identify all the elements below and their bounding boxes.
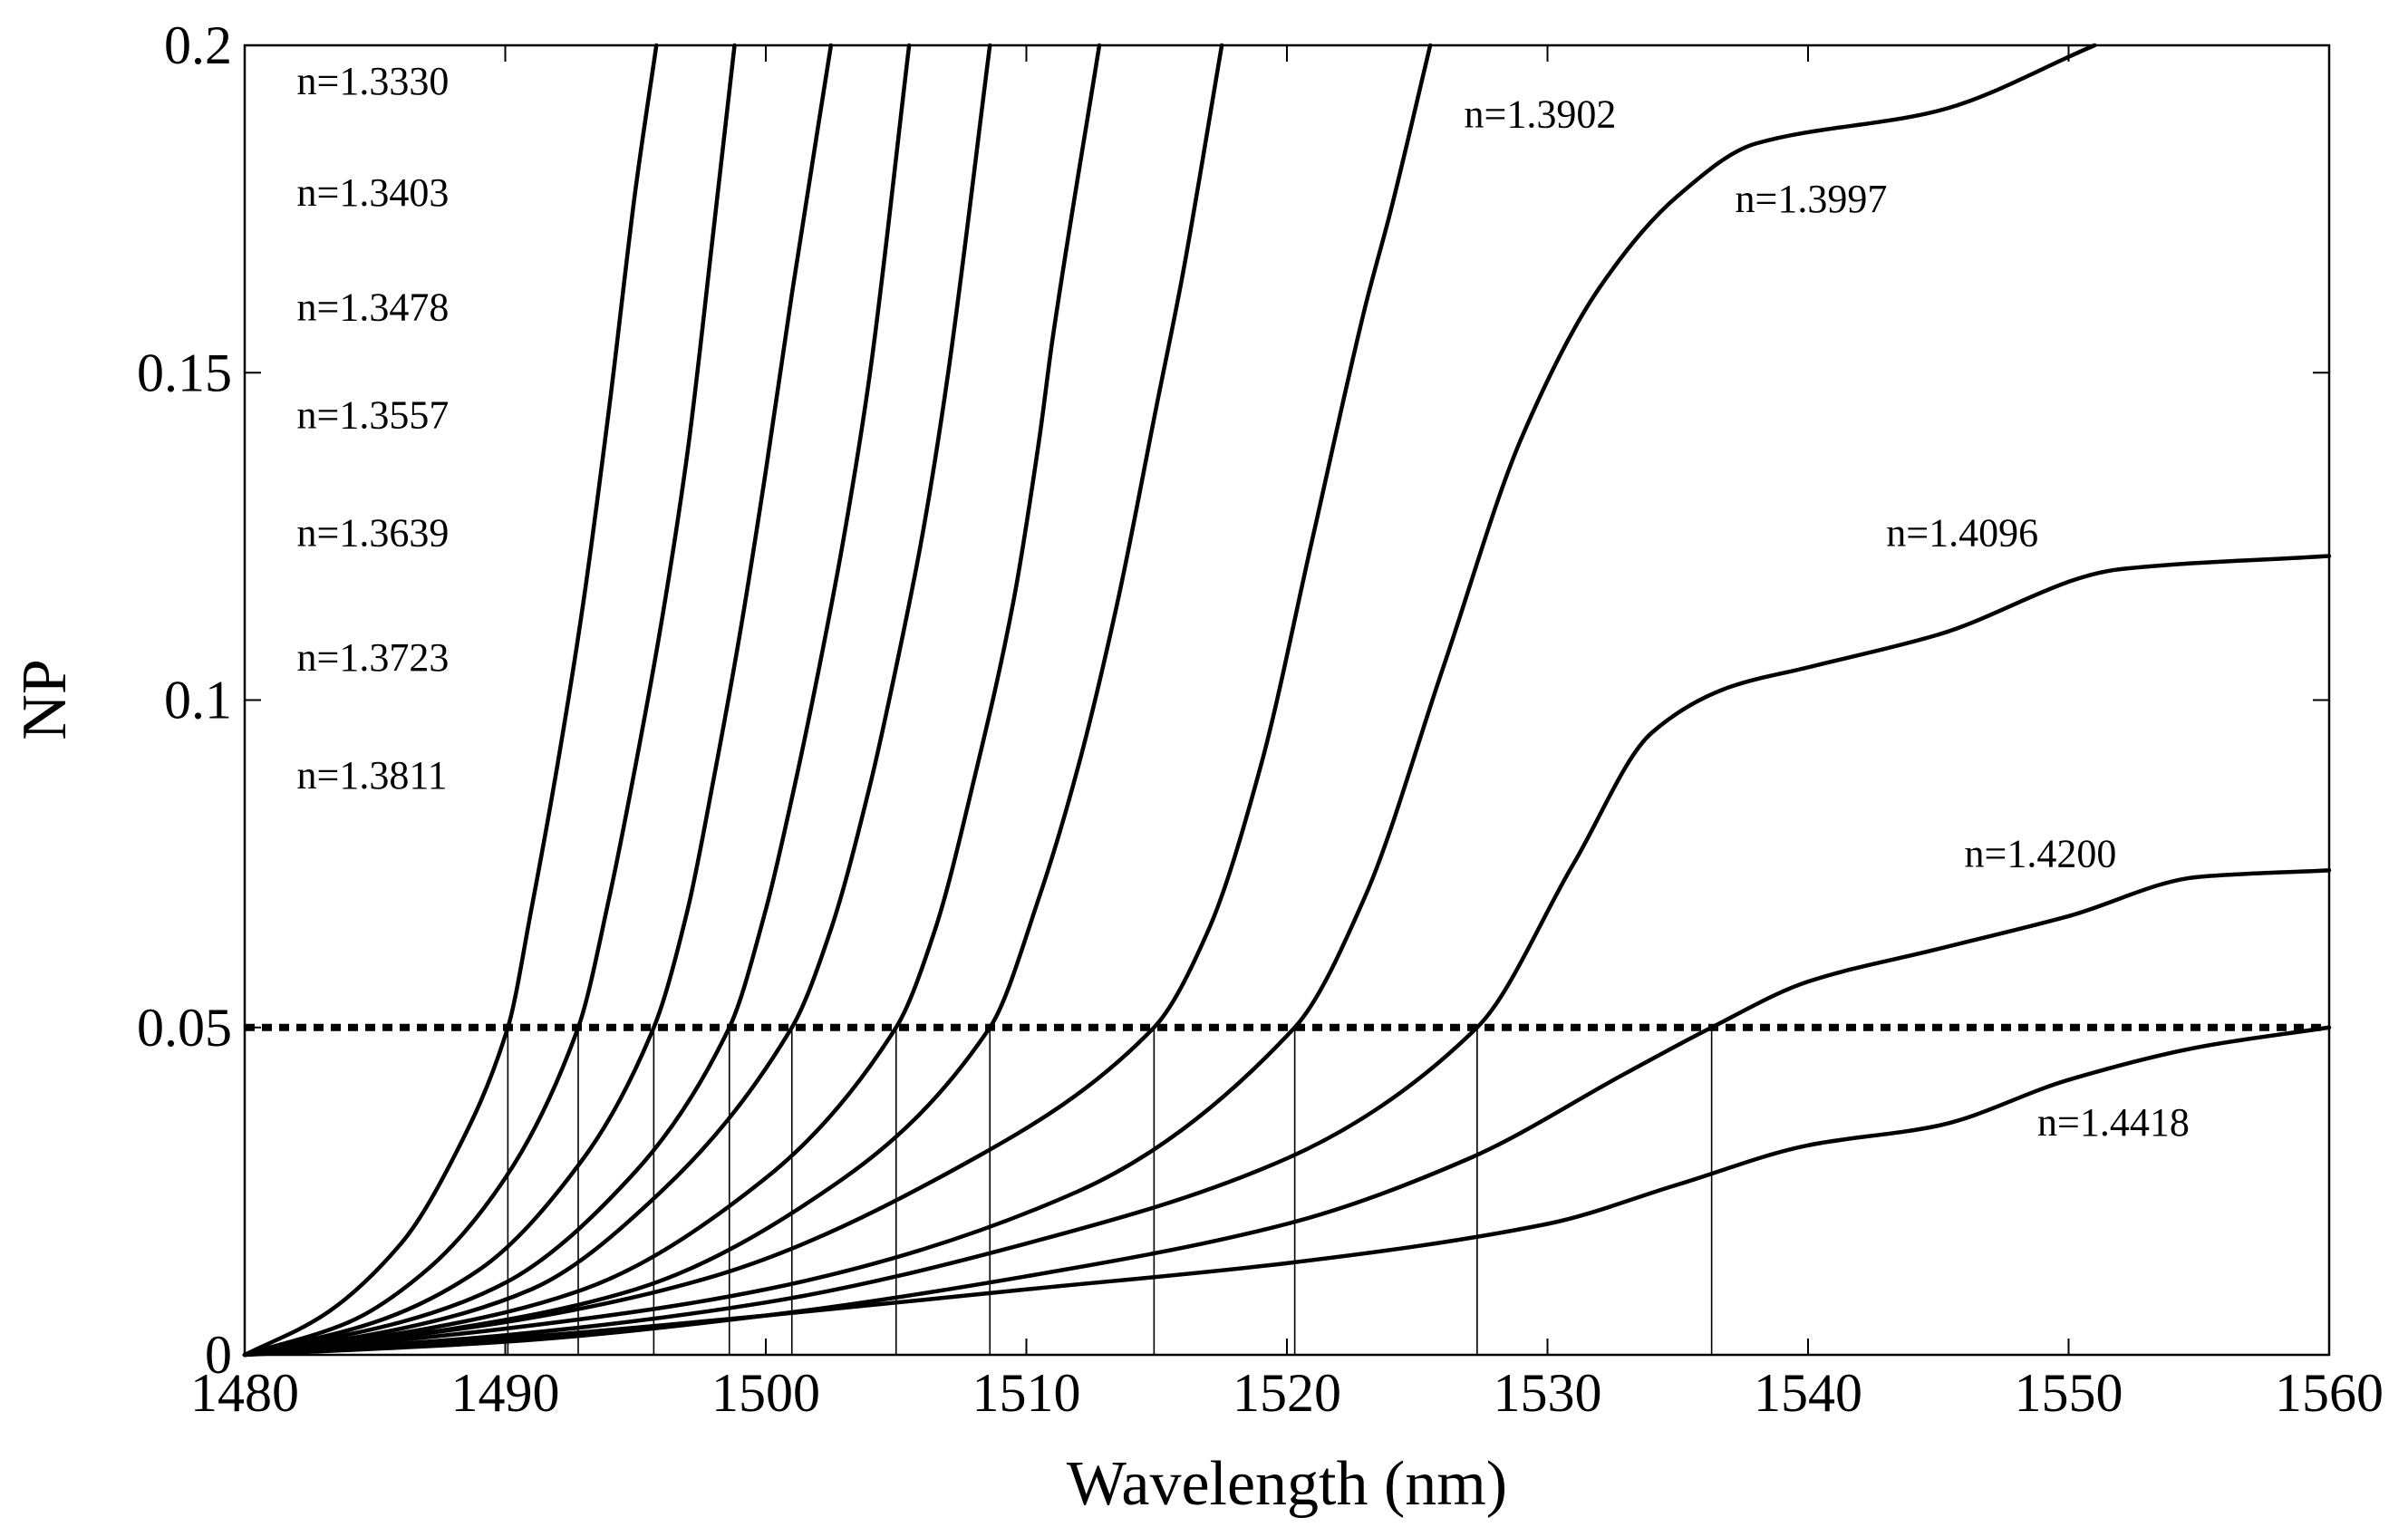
label-n-1-4096: n=1.4096 (1886, 511, 2038, 556)
label-n-1-3902: n=1.3902 (1465, 92, 1617, 136)
x-tick-label-8: 1560 (2275, 1363, 2384, 1423)
label-n-1-4200: n=1.4200 (1965, 832, 2117, 876)
curve-n-1-3902 (242, 43, 1433, 1358)
label-n-1-3639: n=1.3639 (297, 511, 450, 556)
x-axis-title: Wavelength (nm) (1067, 1449, 1507, 1519)
axis-ticks (244, 44, 2330, 1356)
curve-n-1-4418 (242, 1025, 2332, 1358)
label-n-1-3811: n=1.3811 (297, 753, 448, 798)
y-axis-title: NP (10, 659, 80, 740)
x-tick-label-5: 1530 (1494, 1363, 1602, 1423)
y-tick-labels: 0 0.05 0.1 0.15 0.2 (137, 15, 232, 1385)
curve-n-1-3723 (242, 43, 1102, 1358)
curve-n-1-3997 (242, 43, 2097, 1358)
y-tick-label-4: 0.2 (164, 15, 232, 75)
label-n-1-3403: n=1.3403 (297, 170, 450, 215)
x-tick-label-4: 1520 (1233, 1363, 1341, 1423)
curve-n-1-3478 (242, 43, 834, 1358)
curve-n-1-4096 (242, 554, 2332, 1358)
label-n-1-3478: n=1.3478 (297, 285, 450, 329)
curve-n-1-3403 (242, 43, 737, 1358)
curve-n-1-3639 (242, 43, 992, 1358)
x-tick-label-7: 1550 (2015, 1363, 2123, 1423)
plot-area-frame (243, 44, 2331, 1357)
y-tick-label-1: 0.05 (137, 998, 232, 1058)
curves (242, 43, 2332, 1358)
label-n-1-4418: n=1.4418 (2037, 1100, 2190, 1145)
y-tick-label-0: 0 (205, 1325, 232, 1385)
label-n-1-3557: n=1.3557 (297, 393, 450, 438)
x-tick-label-0: 1480 (190, 1363, 299, 1423)
x-tick-label-2: 1500 (711, 1363, 820, 1423)
y-tick-label-3: 0.15 (137, 343, 232, 402)
label-n-1-3330: n=1.3330 (297, 59, 450, 103)
label-n-1-3997: n=1.3997 (1736, 177, 1888, 221)
curve-n-1-3811 (242, 43, 1224, 1358)
label-n-1-3723: n=1.3723 (297, 635, 450, 680)
curve-n-1-3330 (242, 43, 659, 1358)
x-tick-labels: 1480 1490 1500 1510 1520 1530 1540 1550 1560 (190, 1363, 2384, 1423)
curve-n-1-3557 (242, 43, 912, 1358)
x-tick-label-3: 1510 (972, 1363, 1081, 1423)
x-tick-label-1: 1490 (451, 1363, 560, 1423)
curve-labels: n=1.3330 n=1.3403 n=1.3478 n=1.3557 n=1.3639… (297, 59, 2190, 1145)
y-tick-label-2: 0.1 (164, 671, 232, 730)
x-tick-label-6: 1540 (1754, 1363, 1862, 1423)
